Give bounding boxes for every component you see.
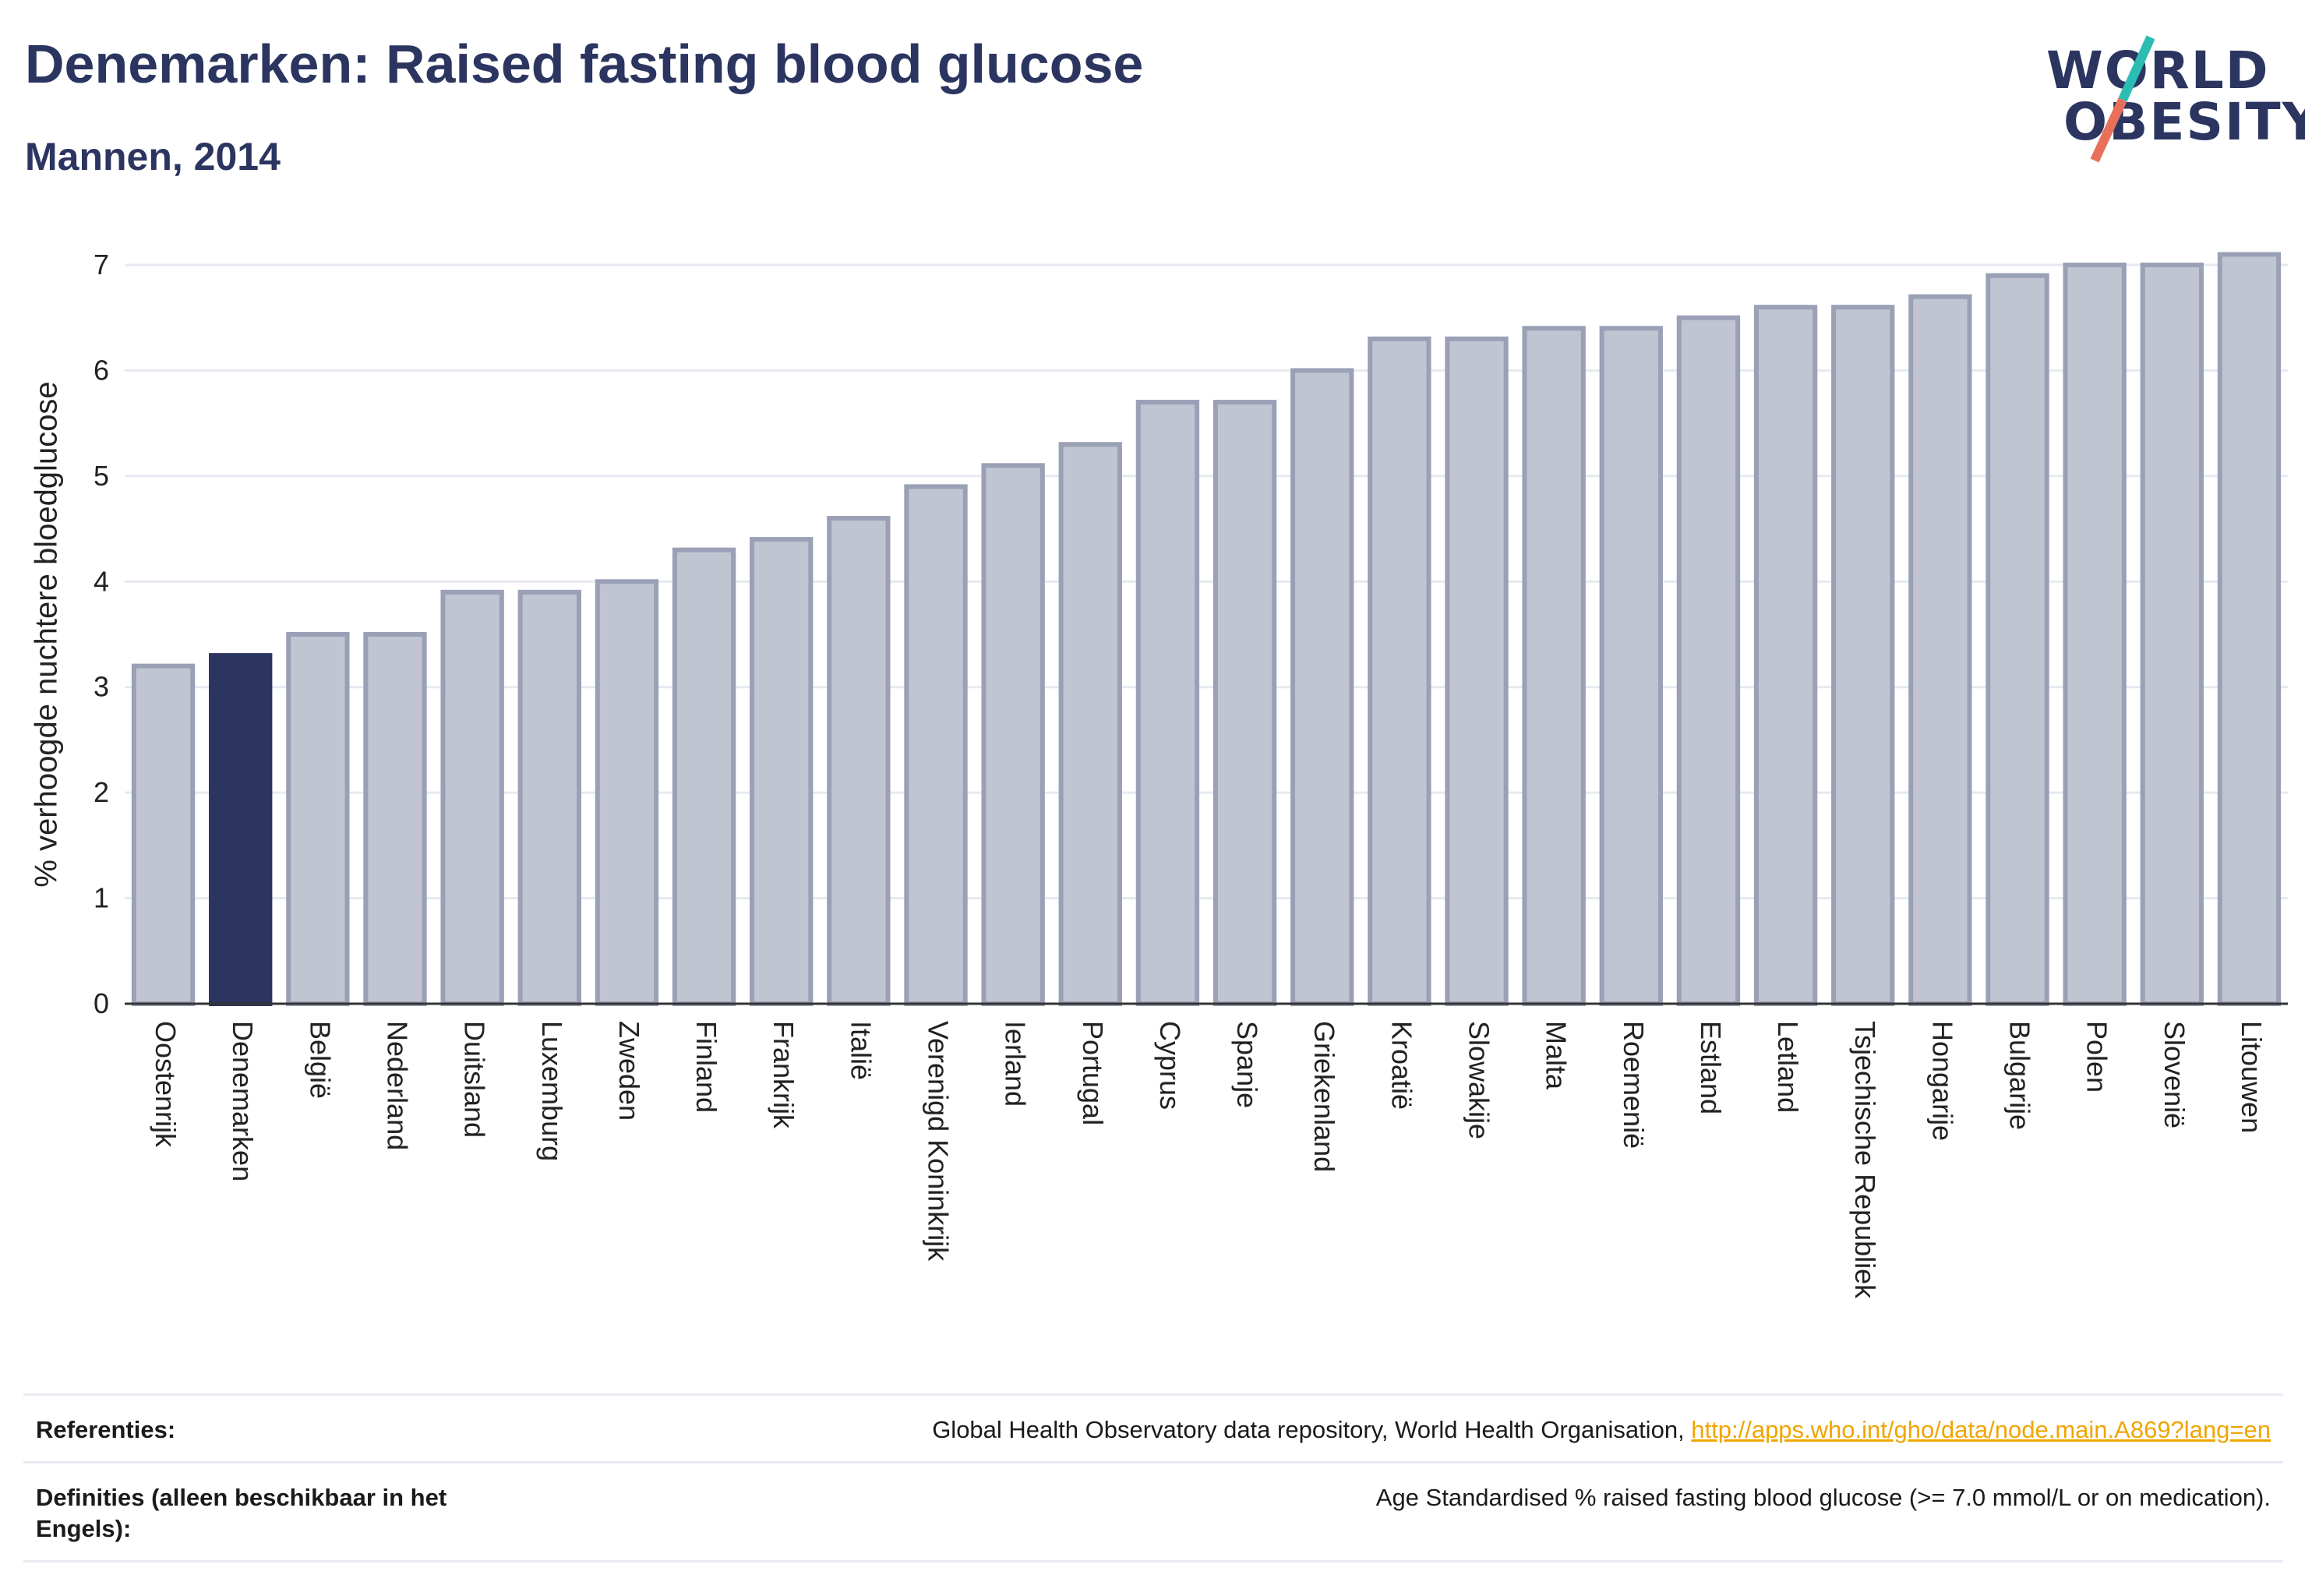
chart-title: Denemarken: Raised fasting blood glucose — [25, 34, 1144, 94]
y-tick-label: 4 — [94, 565, 109, 597]
bar-oostenrijk — [131, 663, 196, 1007]
x-tick-label: Litouwen — [2236, 1021, 2268, 1133]
x-tick-label: Duitsland — [459, 1021, 491, 1138]
x-tick-label: Nederland — [381, 1021, 413, 1150]
x-tick-label: België — [304, 1021, 336, 1099]
x-tick-label: Verenigd Koninkrijk — [922, 1021, 954, 1262]
references-label: Referenties: — [36, 1416, 176, 1443]
bar-cyprus — [1135, 400, 1200, 1006]
y-tick-label: 7 — [94, 249, 109, 281]
x-tick-label: Luxemburg — [536, 1021, 568, 1161]
bar-spanje — [1213, 400, 1277, 1006]
x-tick-label: Slowakije — [1463, 1021, 1495, 1139]
definitions-row: Definities (alleen beschikbaar in het En… — [23, 1461, 2283, 1562]
bar-belgië — [286, 632, 350, 1006]
bar-finland — [672, 547, 736, 1006]
bar-polen — [2063, 263, 2127, 1006]
bar-duitsland — [440, 589, 504, 1006]
x-tick-label: Bulgarije — [2003, 1021, 2035, 1130]
x-tick-label: Slovenië — [2159, 1021, 2190, 1128]
x-tick-label: Cyprus — [1154, 1021, 1186, 1110]
bar-luxemburg — [517, 589, 581, 1006]
logo-line1: WORLD — [2046, 41, 2270, 101]
y-axis-title: % verhoogde nuchtere bloedglucose — [30, 381, 64, 887]
x-tick-label: Griekenland — [1308, 1021, 1340, 1172]
references-row: Referenties: Global Health Observatory d… — [23, 1393, 2283, 1461]
y-axis-ticks: 0 1 2 3 4 5 6 7 — [94, 249, 109, 1019]
bar-slowakije — [1445, 336, 1509, 1006]
x-tick-label: Malta — [1541, 1021, 1573, 1090]
x-tick-label: Denemarken — [227, 1021, 259, 1181]
y-tick-label: 1 — [94, 882, 109, 914]
references-value: Global Health Observatory data repositor… — [932, 1414, 2271, 1446]
x-tick-label: Portugal — [1077, 1021, 1109, 1125]
definitions-value: Age Standardised % raised fasting blood … — [1375, 1484, 2271, 1511]
logo-slash-icon — [2090, 35, 2155, 163]
definitions-label: Definities (alleen beschikbaar in het En… — [36, 1484, 447, 1542]
bar-zweden — [595, 579, 659, 1006]
y-tick-label: 3 — [94, 671, 109, 703]
bar-letland — [1753, 305, 1818, 1006]
x-tick-label: Kroatië — [1385, 1021, 1417, 1110]
x-axis-labels: Oostenrijk Denemarken België Nederland Duits… — [150, 1021, 2268, 1299]
bar-bulgarije — [1986, 273, 2049, 1006]
bar-denemarken — [209, 653, 273, 1006]
y-tick-label: 0 — [94, 987, 109, 1019]
x-tick-label: Spanje — [1231, 1021, 1263, 1108]
bar-verenigd-koninkrijk — [904, 484, 968, 1006]
x-tick-label: Roemenië — [1618, 1021, 1650, 1149]
bar-litouwen — [2217, 252, 2282, 1006]
references-panel: Referenties: Global Health Observatory d… — [23, 1393, 2283, 1562]
chart-subtitle: Mannen, 2014 — [25, 135, 281, 178]
y-tick-label: 5 — [94, 460, 109, 492]
bar-estland — [1676, 315, 1741, 1006]
bar-tsjechische-republiek — [1831, 305, 1895, 1006]
bar-roemenië — [1599, 326, 1663, 1006]
bar-kroatië — [1368, 336, 1431, 1006]
world-obesity-logo: WORLD OBESITY — [2026, 31, 2305, 164]
bar-malta — [1522, 326, 1586, 1006]
x-tick-label: Italië — [845, 1021, 877, 1080]
y-tick-label: 2 — [94, 776, 109, 808]
x-tick-label: Zweden — [613, 1021, 645, 1121]
x-tick-label: Hongarije — [1926, 1021, 1958, 1141]
references-text: Global Health Observatory data repositor… — [932, 1416, 1692, 1443]
x-tick-label: Estland — [1695, 1021, 1727, 1114]
bars — [131, 252, 2282, 1007]
bar-griekenland — [1290, 368, 1354, 1006]
x-tick-label: Finland — [690, 1021, 722, 1113]
x-tick-label: Tsjechische Republiek — [1849, 1021, 1881, 1299]
bar-ierland — [981, 463, 1045, 1006]
x-tick-label: Ierland — [1000, 1021, 1032, 1107]
x-tick-label: Polen — [2081, 1021, 2113, 1093]
y-tick-label: 6 — [94, 354, 109, 386]
bar-frankrijk — [750, 537, 814, 1006]
bar-slovenië — [2140, 263, 2204, 1006]
bar-nederland — [363, 632, 427, 1006]
bar-italië — [827, 516, 891, 1006]
references-link[interactable]: http://apps.who.int/gho/data/node.main.A… — [1691, 1416, 2271, 1443]
bar-portugal — [1058, 442, 1122, 1006]
bar-hongarije — [1908, 294, 1972, 1006]
x-tick-label: Frankrijk — [768, 1021, 800, 1129]
x-tick-label: Letland — [1772, 1021, 1804, 1113]
bar-chart: 0 1 2 3 4 5 6 7 Oostenrijk Denemarken België Neder… — [30, 249, 2288, 1299]
x-tick-label: Oostenrijk — [150, 1021, 182, 1148]
